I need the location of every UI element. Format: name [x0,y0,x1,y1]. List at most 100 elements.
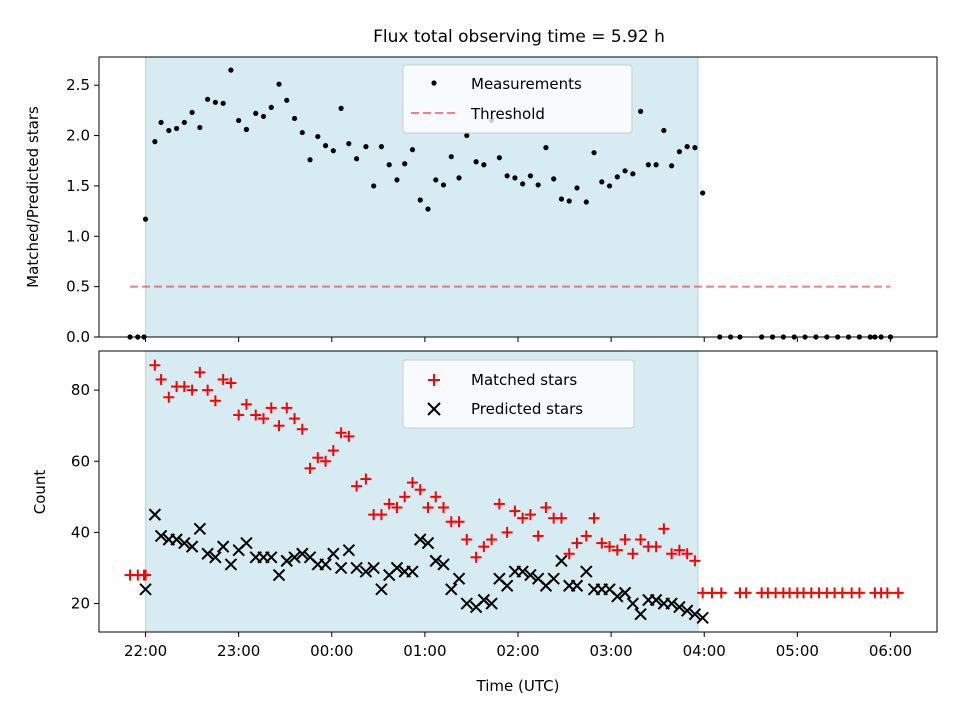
measurement-point [299,129,305,136]
matched-star-point [697,587,709,599]
matched-star-point [250,409,262,421]
predicted-star-point [516,565,529,578]
matched-star-point [327,445,339,457]
matched-star-point [604,541,616,553]
x-tick-label: 23:00 [217,642,260,660]
matched-star-point [391,502,403,514]
measurement-points [127,67,894,340]
matched-star-point [281,402,293,414]
predicted-star-point [139,583,152,596]
measurement-point [692,145,698,151]
predicted-star-point [240,536,253,550]
predicted-star-point [477,593,491,607]
x-axis-label: Time (UTC) [476,677,560,695]
predicted-star-point [265,551,278,564]
measurement-legend-marker [431,80,437,86]
measurement-legend-label: Measurements [471,75,582,93]
x-tick-label: 22:00 [124,642,167,660]
matched-star-point [611,544,623,556]
matched-legend-label: Matched stars [471,371,577,389]
predicted-star-point [452,572,466,585]
measurement-point [653,162,659,168]
matched-star-point [853,587,865,599]
predicted-star-point [367,561,380,575]
y-tick-label: 1.5 [66,177,90,195]
predicted-legend-label: Predicted stars [471,400,583,418]
matched-star-point [836,587,848,599]
matched-star-point [501,526,513,538]
predicted-star-point [272,568,286,582]
predicted-star-point [148,508,162,521]
matched-star-point [563,548,575,560]
matched-star-point [681,548,693,560]
predicted-star-point [437,558,450,571]
predicted-star-point [178,536,191,550]
matched-star-point [140,569,152,581]
matched-star-point [163,391,175,403]
top-legend: Measurements Threshold [402,64,633,134]
matched-star-point [296,423,308,435]
x-tick-label: 00:00 [310,642,353,660]
predicted-star-point [429,554,442,568]
predicted-star-point [555,554,568,568]
predicted-star-point [445,583,458,596]
matched-star-point [265,402,277,414]
matched-star-point [540,502,552,514]
measurement-point [354,156,360,162]
matched-star-point [517,512,529,524]
matched-star-point [740,587,752,599]
y-tick-label: 1.0 [66,227,90,245]
measurement-point [315,133,321,140]
measurement-point [448,154,454,160]
measurement-point [645,162,651,168]
matched-star-point [689,555,701,567]
top-panel: 0.0 0.5 1.0 1.5 2.0 2.5 Matched/Predicted sta… [24,56,938,346]
measurement-point [464,132,470,139]
measurement-point [158,119,164,126]
matched-star-point [470,551,482,563]
matched-star-point [257,413,269,425]
y-tick-label: 80 [71,381,90,399]
measurement-point [630,171,636,177]
predicted-star-point [626,597,640,610]
measurement-point [284,97,290,103]
matched-star-point [580,530,592,542]
bottom-legend: Matched stars Predicted stars [402,359,635,429]
measurement-point [268,104,274,110]
matched-star-point [509,505,521,517]
predicted-star-point [154,529,168,543]
measurement-point [236,117,242,124]
matched-star-point [635,534,647,546]
matched-star-point [343,430,355,442]
matched-star-point [532,530,544,542]
measurement-point [243,126,250,133]
matched-star-point [406,477,418,489]
matched-star-point [715,587,727,599]
matched-star-point [155,373,167,385]
predicted-star-point [201,547,214,560]
measurement-point [166,127,172,134]
measurement-point [622,168,628,174]
bottom-y-axis-label: Count [31,470,49,515]
x-tick-label: 01:00 [403,642,446,660]
matched-legend-marker [428,374,440,386]
x-tick-label: 06:00 [869,642,912,660]
y-tick-label: 2.0 [66,127,90,145]
measurement-point [173,125,180,132]
measurement-point [253,110,259,117]
predicted-star-point [485,597,498,610]
matched-star-point [588,512,600,524]
count-points [124,359,904,624]
matched-star-point [335,427,347,439]
predicted-star-point [342,543,356,557]
measurement-point [700,190,706,196]
matched-star-point [619,534,631,546]
predicted-star-point [209,551,222,564]
y-tick-label: 40 [71,523,90,541]
y-tick-label: 20 [71,595,90,613]
figure-title: Flux total observing time = 5.92 h [373,27,665,47]
measurement-point [291,115,298,122]
measurement-point [543,145,549,151]
predicted-star-point [673,600,686,614]
